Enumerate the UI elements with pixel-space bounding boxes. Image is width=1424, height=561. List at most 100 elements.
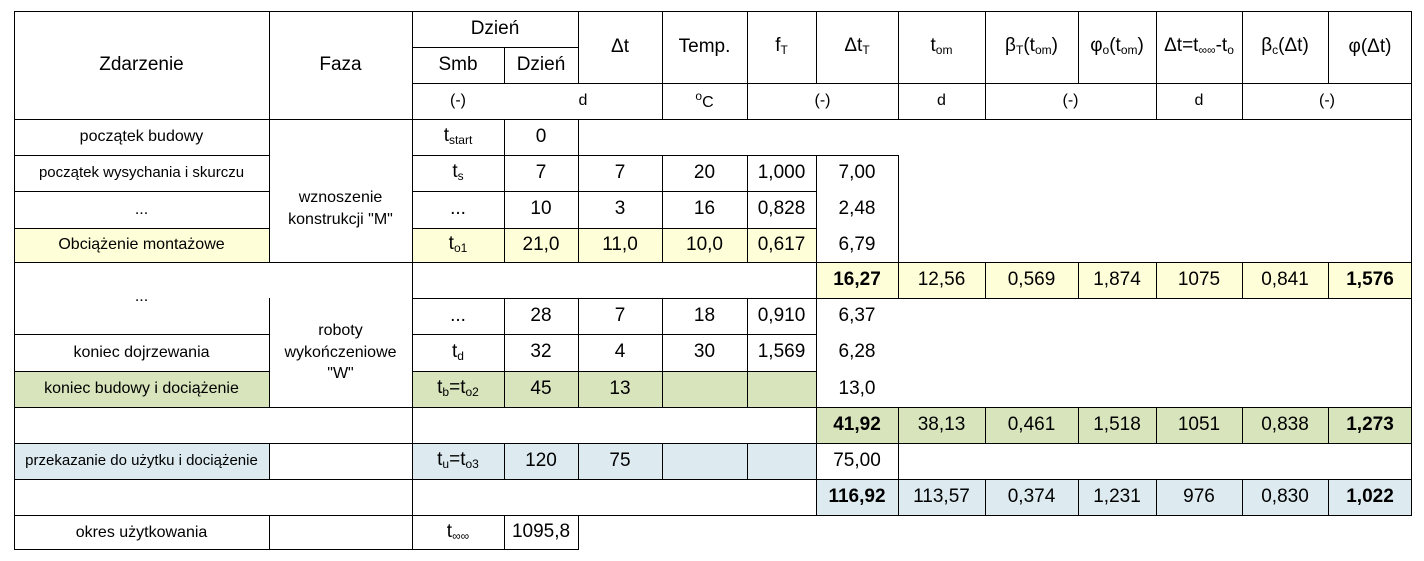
grid-line [1156, 262, 1157, 298]
grid-line [1242, 407, 1243, 443]
dtt-cell: 6,79 [838, 233, 876, 255]
dtt-cell: 6,28 [838, 341, 876, 363]
day-cell: 32 [530, 341, 552, 363]
header-ft: fT [775, 35, 788, 58]
ft-cell: 0,617 [757, 233, 806, 255]
temp-cell: 30 [693, 341, 716, 363]
grid-line [14, 11, 15, 550]
grid-line [412, 228, 816, 229]
day-cell: 10 [530, 198, 552, 220]
dt-cell: 4 [614, 341, 626, 363]
unit-dt-formula: d [1194, 92, 1204, 110]
grid-line [816, 155, 817, 515]
sum-betaT: 0,569 [1007, 268, 1056, 290]
unit-temp: oC [695, 89, 714, 112]
grid-line [14, 228, 269, 229]
grid-line [1328, 479, 1329, 515]
grid-line [412, 83, 1412, 84]
header-smb: Smb [438, 53, 478, 75]
event-cell: ... [134, 288, 149, 305]
sum-dt-formula: 1051 [1177, 413, 1221, 435]
grid-line [578, 119, 579, 262]
grid-line [269, 515, 270, 550]
grid-line [1242, 262, 1243, 298]
sum-dtt: 16,27 [833, 268, 881, 290]
dtt-cell: 13,0 [838, 377, 876, 399]
grid-line [898, 155, 899, 298]
grid-line [1156, 479, 1157, 515]
ft-cell: 0,828 [757, 198, 806, 220]
sum-fill [816, 407, 1412, 443]
symbol-cell: t∞∞ [446, 520, 470, 543]
symbol-cell: ts [452, 161, 464, 184]
grid-line [1328, 407, 1329, 443]
sum-betac: 0,838 [1261, 413, 1309, 435]
sum-betaT: 0,374 [1007, 485, 1056, 507]
grid-line [269, 11, 270, 262]
grid-line [898, 11, 899, 119]
sum-dt-formula: 1075 [1177, 268, 1221, 290]
grid-line [412, 11, 413, 550]
grid-line [14, 191, 269, 192]
grid-line [985, 11, 986, 119]
grid-line [504, 515, 505, 550]
grid-line [1242, 11, 1243, 119]
grid-line [14, 155, 269, 156]
grid-line [412, 155, 898, 156]
grid-line [14, 443, 1412, 444]
temp-cell: 20 [693, 161, 716, 183]
sum-betac: 0,841 [1261, 268, 1309, 290]
unit-beta-phi: (-) [1062, 92, 1079, 110]
header-temp: Temp. [678, 35, 731, 57]
symbol-cell: ... [450, 304, 466, 326]
grid-line [412, 47, 578, 48]
header-betac: βc(Δt) [1261, 35, 1309, 58]
sum-fill [816, 479, 1412, 515]
header-dzien: Dzień [516, 53, 566, 75]
sum-dtt: 41,92 [833, 413, 881, 435]
grid-line [1411, 11, 1412, 515]
grid-line [578, 443, 579, 479]
grid-line [747, 155, 748, 262]
row-fill [14, 371, 269, 407]
grid-line [269, 298, 270, 407]
grid-line [898, 443, 899, 479]
dt-cell: 75 [609, 449, 631, 471]
grid-line [1078, 262, 1079, 298]
temp-cell: 18 [693, 304, 716, 326]
sum-tom: 38,13 [917, 413, 966, 435]
grid-line [14, 119, 1412, 120]
sum-phio: 1,518 [1093, 413, 1141, 435]
grid-line [578, 515, 579, 550]
grid-line [1328, 262, 1329, 298]
grid-line [14, 371, 269, 372]
grid-line [14, 262, 1412, 263]
header-dt: Δt [611, 35, 629, 57]
day-cell: 28 [530, 304, 552, 326]
dt-cell: 7 [614, 304, 626, 326]
grid-line [14, 334, 269, 335]
grid-line [578, 11, 579, 83]
dtt-cell: 75,00 [833, 449, 881, 471]
ft-cell: 1,569 [757, 341, 806, 363]
grid-line [14, 407, 1412, 408]
event-cell: ... [134, 200, 149, 218]
temp-cell: 16 [693, 198, 716, 220]
row-fill [412, 228, 816, 262]
grid-line [747, 443, 748, 479]
row-fill [14, 443, 269, 479]
sum-phi-dt: 1,576 [1346, 268, 1394, 290]
grid-line [412, 191, 816, 192]
header-dtt: ΔtT [844, 35, 870, 58]
grid-line [1328, 11, 1329, 83]
header-tom: tom [930, 35, 953, 58]
symbol-cell: tb=to2 [437, 377, 479, 400]
grid-line [816, 11, 817, 83]
sum-betaT: 0,461 [1007, 413, 1056, 435]
sum-betac: 0,830 [1261, 485, 1309, 507]
grid-line [662, 155, 663, 262]
grid-line [1078, 479, 1079, 515]
event-cell: Obciążenie montażowe [58, 236, 225, 254]
sum-phi-dt: 1,273 [1346, 413, 1394, 435]
dt-cell: 3 [614, 198, 626, 220]
